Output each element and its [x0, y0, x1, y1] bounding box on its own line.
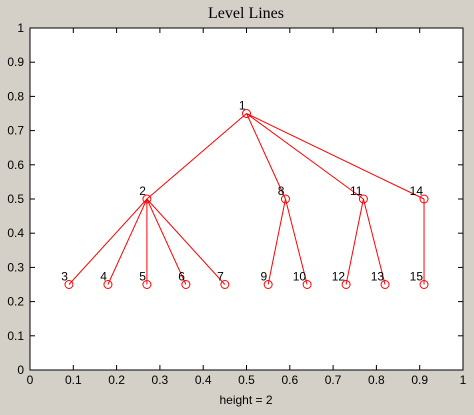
edge [345, 198, 364, 285]
edge [246, 113, 425, 200]
node [181, 280, 191, 289]
y-tick-label: 0.1 [7, 329, 24, 343]
node-label: 7 [217, 270, 224, 284]
node-label: 15 [410, 270, 424, 284]
node [64, 280, 74, 289]
y-tick-label: 0.4 [7, 226, 24, 240]
x-tick-label: 0.2 [108, 373, 125, 387]
edge [68, 198, 148, 285]
node-label: 6 [178, 270, 185, 284]
y-tick-label: 0.9 [7, 55, 24, 69]
x-axis-label: height = 2 [219, 393, 272, 407]
edge [362, 198, 386, 285]
x-tick-label: 1 [460, 373, 467, 387]
node [142, 194, 152, 204]
node-label: 5 [139, 270, 146, 284]
x-tick-label: 0.4 [195, 373, 212, 387]
edge [146, 198, 187, 285]
node-label: 8 [278, 184, 285, 198]
x-tick-label: 0.7 [325, 373, 342, 387]
node-label: 10 [293, 270, 307, 284]
node-label: 13 [371, 270, 385, 284]
node [142, 280, 152, 289]
node-label: 3 [61, 270, 68, 284]
edge [107, 198, 148, 285]
node [358, 194, 368, 204]
x-tick-label: 0 [27, 373, 34, 387]
edge [267, 198, 286, 285]
y-tick-label: 0.8 [7, 89, 24, 103]
node [341, 280, 351, 289]
y-tick-label: 0.6 [7, 158, 24, 172]
node [280, 194, 290, 204]
node-label: 14 [410, 184, 424, 198]
node-label: 9 [260, 270, 267, 284]
edge [146, 198, 226, 285]
x-tick-label: 0.6 [281, 373, 298, 387]
y-tick-label: 0.3 [7, 260, 24, 274]
y-tick-label: 0.2 [7, 295, 24, 309]
y-tick-label: 0.7 [7, 124, 24, 138]
x-tick-label: 0.8 [368, 373, 385, 387]
edge [246, 113, 364, 200]
x-tick-label: 0.1 [65, 373, 82, 387]
node-label: 12 [332, 270, 346, 284]
edge [284, 198, 308, 285]
node [103, 280, 113, 289]
node [419, 280, 429, 289]
axes-box [29, 27, 464, 371]
x-tick-label: 0.3 [152, 373, 169, 387]
node [380, 280, 390, 289]
node [220, 280, 230, 289]
node [242, 109, 251, 118]
x-tick-label: 0.5 [238, 373, 255, 387]
chart-title: Level Lines [208, 5, 284, 22]
node-label: 11 [350, 184, 363, 198]
y-tick-label: 1 [17, 21, 24, 35]
node [302, 280, 312, 289]
node-label: 2 [139, 184, 146, 198]
edge [246, 113, 286, 200]
node-label: 1 [239, 99, 246, 113]
x-tick-label: 0.9 [411, 373, 428, 387]
node [419, 194, 429, 204]
node [263, 280, 273, 289]
node-label: 4 [100, 270, 107, 284]
y-tick-label: 0 [17, 363, 24, 377]
y-tick-label: 0.5 [7, 192, 24, 206]
edge [146, 113, 247, 200]
